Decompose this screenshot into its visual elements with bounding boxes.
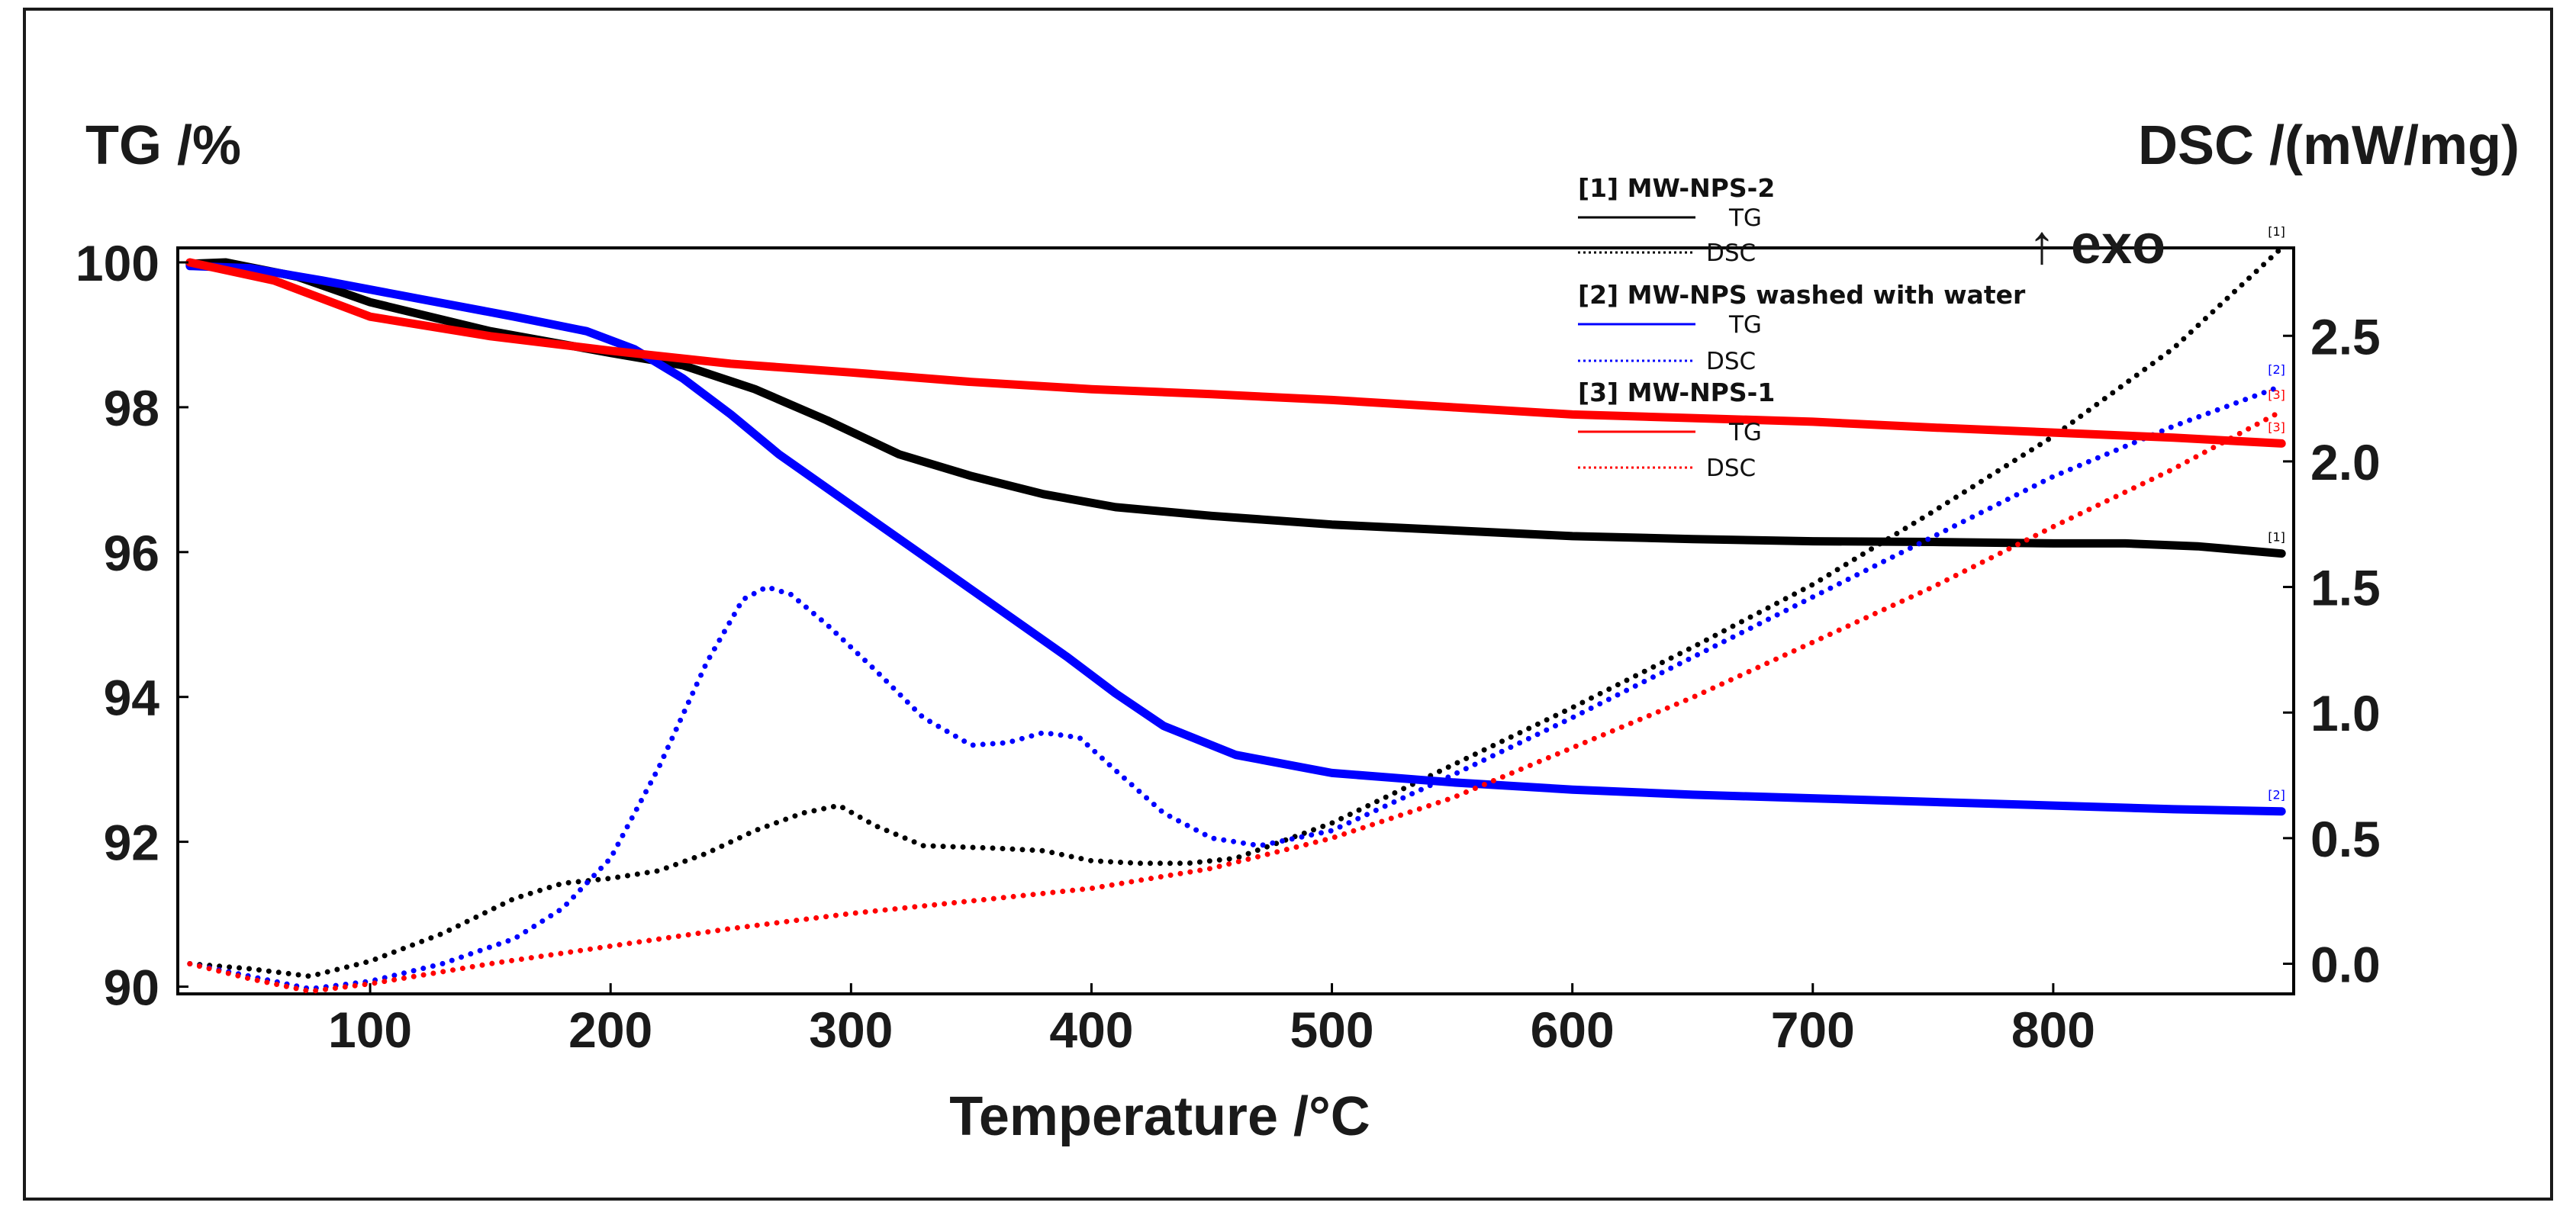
y-right-tick-label: 0.5	[2310, 811, 2381, 867]
series-end-tag: [3]	[2268, 387, 2285, 402]
series-line-3	[185, 262, 2286, 816]
series-line-2	[187, 245, 2285, 979]
legend-label-1-dsc: DSC	[1706, 240, 1756, 267]
x-tick-label: 100	[328, 1002, 412, 1058]
y-left-tick-label: 90	[104, 960, 159, 1016]
y-left-axis-title: TG /%	[85, 115, 241, 176]
y-left-tick-label: 94	[104, 670, 160, 726]
x-axis-title: Temperature /°C	[949, 1086, 1370, 1147]
series-end-tag: [1]	[2268, 530, 2285, 545]
x-tick-label: 500	[1290, 1002, 1373, 1058]
legend: [1] MW-NPS-2 TG DSC [2] MW-NPS washed wi…	[1578, 173, 2026, 482]
y-left-tick-label: 92	[104, 815, 159, 871]
series-line-5	[185, 258, 2286, 448]
legend-header-3: [3] MW-NPS-1	[1578, 378, 1775, 407]
series-line-6	[187, 408, 2285, 995]
y-right-tick-label: 1.5	[2310, 560, 2381, 616]
legend-header-1: [1] MW-NPS-2	[1578, 173, 1775, 203]
axes: 100 200 300 400 500 600 700 800 90 92 94 96 98 100 0.0…	[76, 235, 2381, 1058]
legend-label-2-tg: TG	[1728, 311, 1762, 339]
legend-label-3-tg: TG	[1728, 419, 1762, 446]
x-tick-label: 600	[1531, 1002, 1615, 1058]
series-line-1	[185, 258, 2286, 558]
x-tick-label: 200	[568, 1002, 652, 1058]
y-right-axis-title: DSC /(mW/mg)	[2138, 115, 2520, 176]
legend-label-3-dsc: DSC	[1706, 455, 1756, 482]
y-left-tick-label: 96	[104, 525, 159, 581]
x-tick-label: 300	[809, 1002, 893, 1058]
y-right-tick-label: 1.0	[2310, 685, 2381, 741]
x-tick-label: 800	[2011, 1002, 2095, 1058]
series-line-4	[187, 383, 2285, 992]
x-tick-label: 400	[1049, 1002, 1133, 1058]
legend-label-2-dsc: DSC	[1706, 348, 1756, 375]
series-end-tag: [3]	[2268, 420, 2285, 434]
y-right-tick-label: 2.0	[2310, 434, 2381, 490]
y-left-tick-label: 98	[104, 380, 159, 436]
legend-label-1-tg: TG	[1728, 204, 1762, 232]
y-right-tick-label: 0.0	[2310, 936, 2381, 992]
y-right-tick-label: 2.5	[2310, 308, 2381, 365]
legend-header-2: [2] MW-NPS washed with water	[1578, 280, 2026, 310]
y-left-tick-label: 100	[76, 235, 159, 291]
series-layer: [1] [1] [2] [2] [3] [3]	[185, 224, 2286, 995]
figure-frame	[23, 8, 2553, 1201]
plot-area	[176, 246, 2295, 995]
series-end-tag: [1]	[2268, 224, 2285, 239]
series-end-tag: [2]	[2268, 362, 2285, 377]
x-tick-label: 700	[1771, 1002, 1855, 1058]
exo-indicator: ↑ exo	[2028, 214, 2165, 275]
series-end-tag: [2]	[2268, 788, 2285, 802]
